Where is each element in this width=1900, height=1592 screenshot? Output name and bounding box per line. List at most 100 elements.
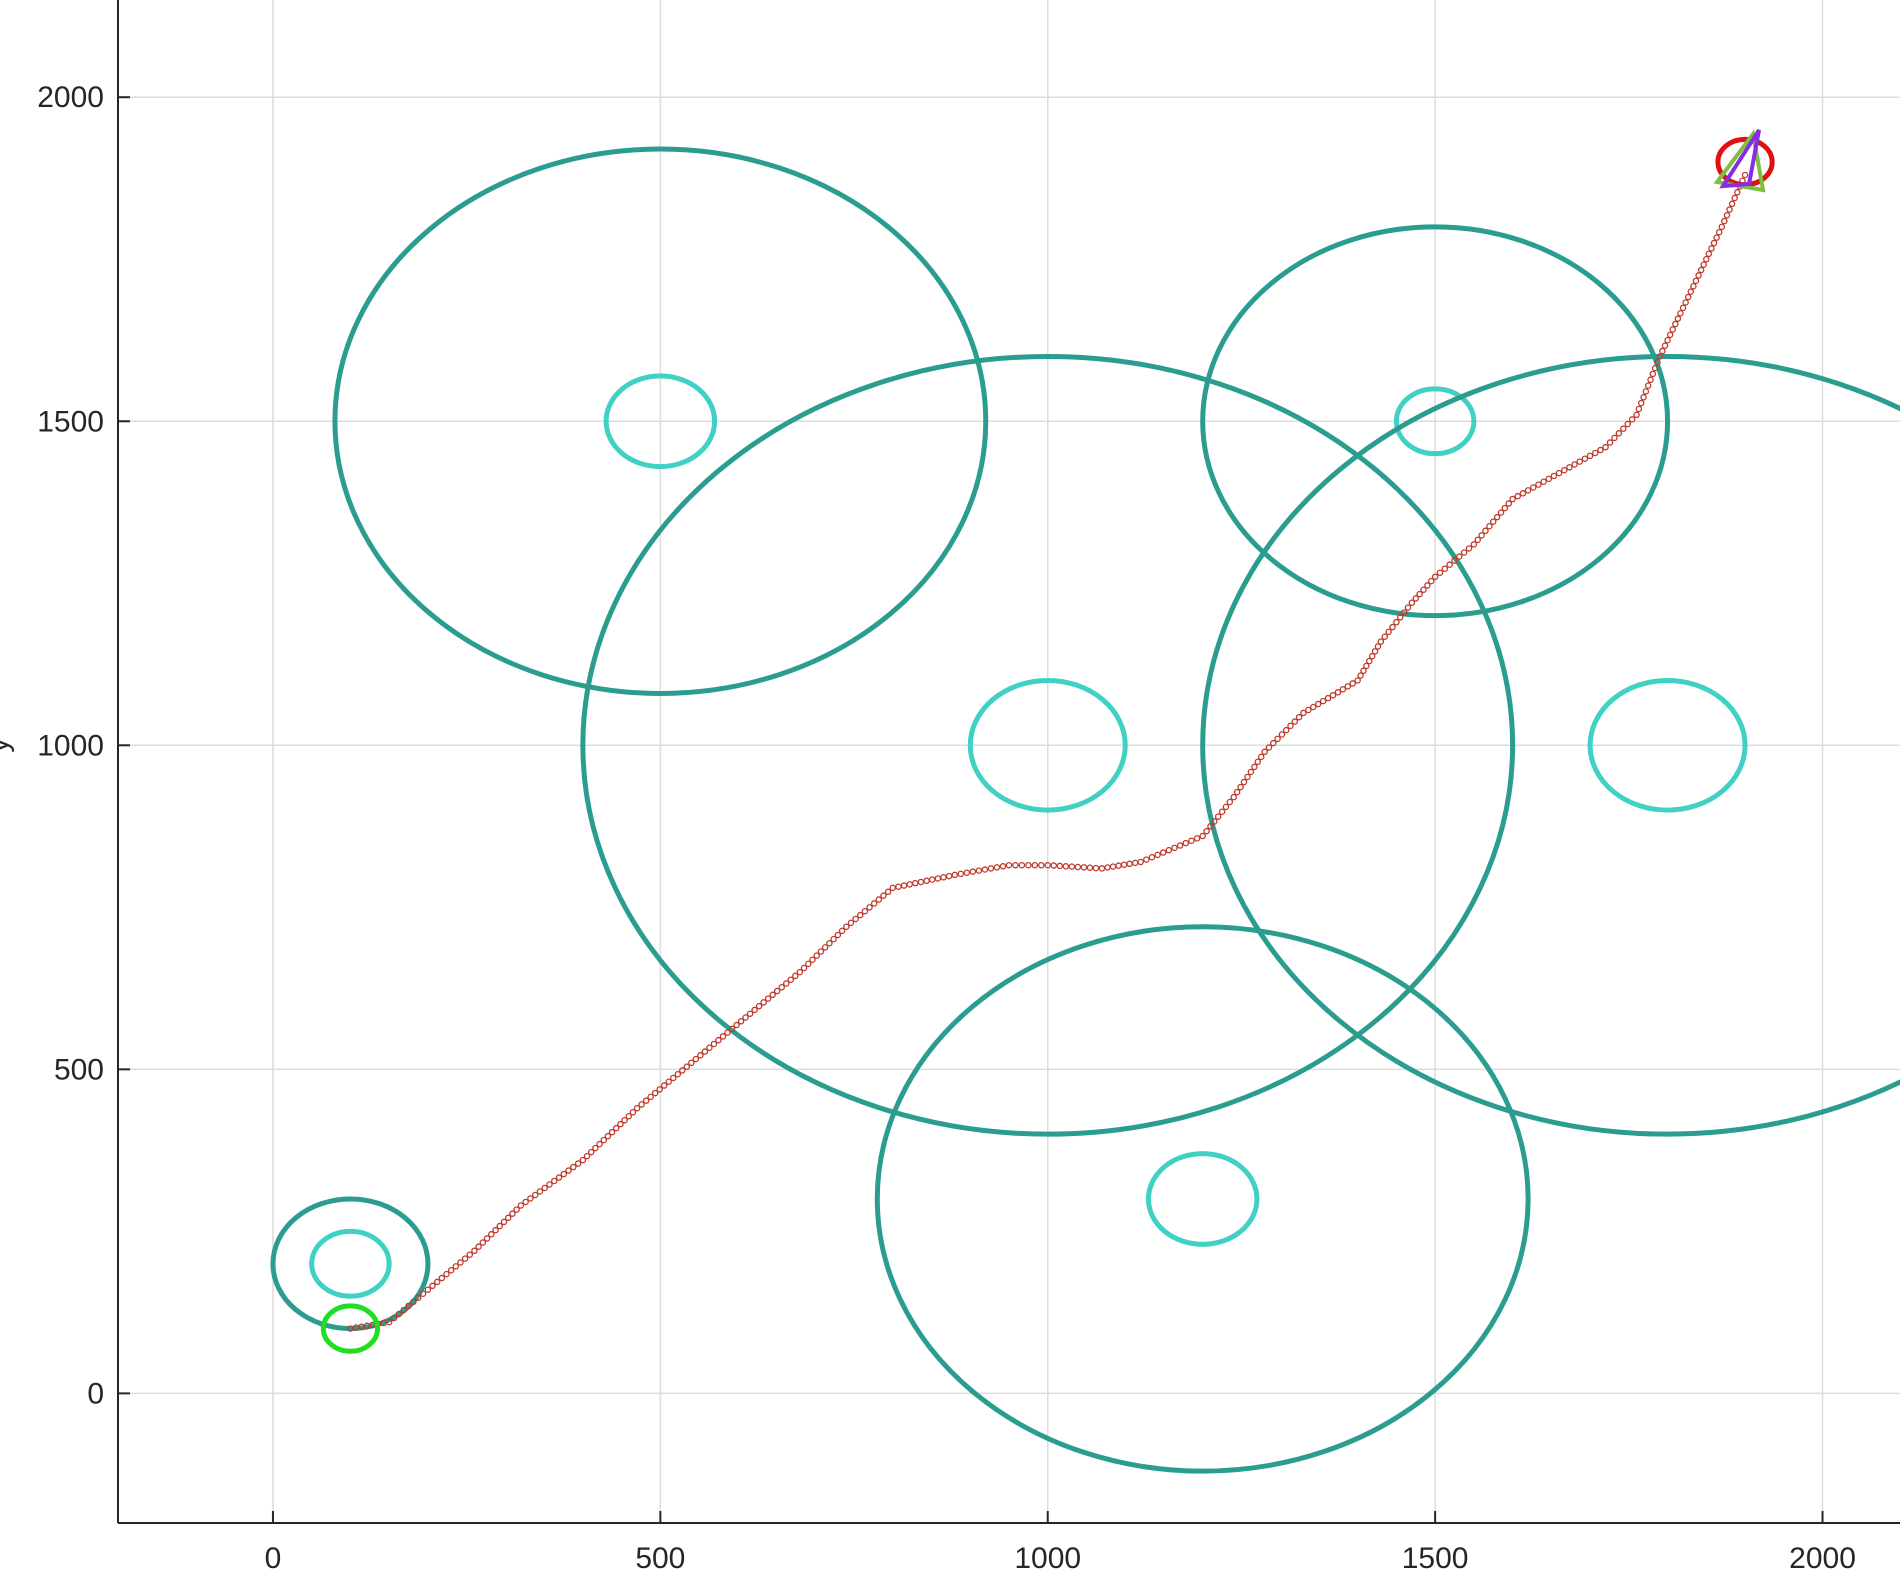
path-point [517,1202,525,1209]
path-point [1576,458,1584,465]
path-point [1647,376,1654,384]
path-point [1687,288,1695,295]
path-point [1602,443,1609,451]
path-point [1677,309,1684,317]
path-point [1642,388,1650,395]
obstacle-outer-ring [874,924,1531,1474]
path-point [917,878,925,886]
path-point [565,1167,572,1174]
path-point [1664,336,1671,344]
path-point [1254,758,1262,766]
path-point [1718,223,1726,231]
path-point [945,872,953,880]
path-point [1360,667,1367,675]
y-tick-label: 1000 [37,729,104,762]
path-point [1713,234,1720,241]
path-point [701,1048,709,1055]
path-point [633,1104,641,1112]
path-point [1530,484,1537,491]
path-point [843,923,850,931]
path-point [1050,862,1058,869]
path-point [895,883,902,890]
path-point [805,960,812,968]
path-point [1389,623,1396,631]
path-point [923,877,930,885]
path-point [1137,858,1144,866]
path-point [414,1294,422,1302]
path-point [1334,689,1342,696]
path-point [1240,778,1248,786]
path-point [852,915,859,923]
path-point [1038,861,1045,869]
path-point [625,1112,633,1120]
path-point [1428,577,1435,585]
path-point [993,864,1001,871]
path-point [1690,282,1697,290]
path-point [1143,856,1150,863]
path-point [900,882,908,889]
path-point [1092,864,1100,872]
path-point [679,1067,686,1074]
path-point [1154,851,1161,859]
path-point [1109,863,1117,870]
obstacle-outer-ring [580,353,1516,1137]
path-point [1188,837,1195,844]
path-point [880,892,887,899]
path-point [1679,304,1687,312]
path-point [1300,709,1307,717]
path-point [642,1097,650,1104]
path-point [629,1108,637,1116]
path-point [1505,500,1512,507]
path-point [1226,798,1234,806]
path-point [656,1086,663,1093]
path-point [579,1156,587,1164]
path-point [522,1198,529,1206]
path-point [975,867,983,874]
path-point [1535,481,1542,488]
path-point [1666,331,1674,339]
path-point [1363,662,1370,670]
path-point [1400,609,1408,616]
path-point [847,919,855,927]
path-point [1393,618,1400,626]
path-point [1470,541,1478,548]
path-point [1408,599,1416,606]
path-point [651,1089,659,1097]
path-point [1705,250,1713,258]
path-point [647,1093,654,1101]
path-point [1659,347,1666,355]
path-point [1715,228,1723,236]
path-point [728,1025,736,1033]
x-tick-label: 500 [635,1542,685,1575]
path-point [1489,518,1497,525]
path-point [809,956,816,964]
path-point [1354,677,1361,684]
path-point [715,1036,722,1044]
path-point [466,1251,474,1258]
path-point [527,1195,534,1202]
path-point [1741,171,1749,179]
path-point [742,1014,749,1021]
path-point [1005,861,1013,869]
path-point [783,980,790,987]
path-point [773,987,781,995]
path-point [817,948,825,955]
path-point [1474,536,1481,544]
path-point [875,896,883,903]
path-point [1581,455,1589,462]
obstacle-outer-ring [270,1196,431,1332]
path-point [1509,495,1516,503]
path-point [755,1002,763,1010]
path-point [395,1310,403,1318]
path-point [963,869,971,877]
path-point [1199,832,1206,840]
path-point [683,1063,691,1070]
path-point [1068,863,1076,870]
path-point [1182,839,1190,847]
path-point [475,1243,482,1250]
path-point [769,991,776,999]
path-point [1214,813,1222,820]
path-point [587,1148,595,1156]
path-point [1211,818,1218,825]
path-point [1460,549,1468,556]
